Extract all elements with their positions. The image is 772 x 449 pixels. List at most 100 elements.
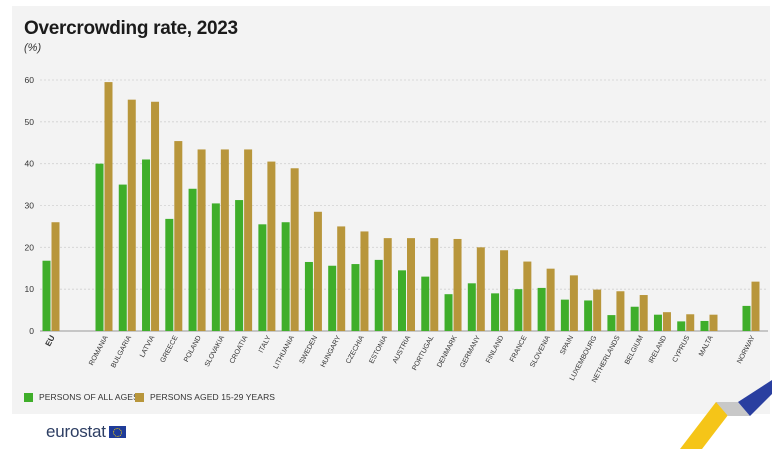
- bar-young-latvia: [151, 101, 160, 332]
- bar-all-ages-luxembourg: [584, 300, 593, 331]
- bar-all-ages-netherlands: [607, 315, 616, 331]
- bar-all-ages-sweden: [304, 261, 313, 331]
- bar-young-austria: [407, 238, 415, 331]
- legend-label-young: PERSONS AGED 15-29 YEARS: [150, 392, 276, 402]
- bar-young-france: [523, 261, 532, 331]
- x-tick-label: PORTUGAL: [411, 335, 435, 372]
- bar-all-ages-italy: [258, 224, 267, 331]
- x-tick-label: MALTA: [698, 334, 715, 357]
- unit-label: (%): [24, 42, 42, 54]
- x-tick-label: AUSTRIA: [392, 334, 413, 364]
- legend-item-young: PERSONS AGED 15-29 YEARS: [135, 392, 275, 402]
- bar-all-ages-romania: [95, 163, 104, 331]
- bar-all-ages-eu: [42, 260, 51, 331]
- eu-flag-icon: [108, 426, 126, 438]
- bar-all-ages-denmark: [444, 294, 453, 331]
- x-tick-label: CROATIA: [229, 334, 250, 365]
- bar-young-denmark: [453, 238, 462, 331]
- y-tick-label: 50: [25, 117, 35, 127]
- bars-layer: [42, 82, 760, 332]
- bar-all-ages-spain: [560, 299, 569, 331]
- bar-all-ages-lithuania: [281, 222, 290, 331]
- x-tick-label: ITALY: [258, 334, 273, 354]
- y-tick-label: 60: [25, 75, 35, 85]
- bar-all-ages-slovakia: [211, 203, 220, 331]
- bar-young-germany: [476, 247, 485, 331]
- decoration-blue-shape: [738, 380, 772, 416]
- bar-all-ages-norway: [742, 305, 751, 331]
- bar-all-ages-belgium: [630, 306, 639, 331]
- bar-young-netherlands: [616, 291, 625, 331]
- bar-young-eu: [51, 222, 60, 331]
- bar-young-italy: [267, 161, 276, 331]
- bar-all-ages-slovenia: [537, 287, 546, 331]
- bar-young-lithuania: [290, 168, 299, 331]
- x-tick-label: FRANCE: [509, 334, 529, 363]
- bar-chart: 0 10 20 30 40 50 60 EU ROMANIA BULGARIA LATVIA GREE…: [25, 75, 768, 384]
- legend-swatch-all-ages: [24, 392, 33, 402]
- bar-all-ages-bulgaria: [118, 184, 127, 331]
- x-tick-label: NORWAY: [736, 334, 757, 365]
- bar-young-bulgaria: [127, 99, 136, 331]
- x-tick-label: GREECE: [160, 334, 180, 364]
- x-tick-label: FINLAND: [485, 335, 505, 365]
- bar-all-ages-malta: [700, 320, 709, 331]
- x-tick-label: BELGIUM: [624, 335, 645, 366]
- x-tick-label: SWEDEN: [299, 335, 320, 365]
- bar-young-czechia: [360, 231, 369, 331]
- legend-swatch-young: [135, 392, 144, 402]
- legend-item-all-ages: PERSONS OF ALL AGES: [24, 392, 139, 402]
- bar-young-spain: [569, 275, 578, 331]
- legend-label-all-ages: PERSONS OF ALL AGES: [39, 392, 139, 402]
- bar-all-ages-portugal: [421, 276, 430, 331]
- x-tick-label: SLOVAKIA: [204, 334, 226, 368]
- bar-young-croatia: [244, 149, 253, 331]
- bar-all-ages-finland: [491, 293, 500, 331]
- chart-panel: [12, 6, 770, 414]
- x-tick-label: BULGARIA: [110, 334, 133, 369]
- eurostat-logo: eurostat: [46, 422, 126, 442]
- bar-all-ages-poland: [188, 188, 197, 331]
- y-tick-label: 20: [25, 242, 35, 252]
- x-tick-label: CYPRUS: [672, 334, 692, 363]
- decoration-graphic: [680, 380, 772, 449]
- decoration-grey-shape: [716, 402, 750, 416]
- x-tick-label: LITHUANIA: [273, 334, 297, 370]
- bar-young-sweden: [313, 211, 322, 331]
- x-tick-label: IRELAND: [648, 335, 668, 365]
- x-tick-label: SLOVENIA: [529, 334, 552, 368]
- y-tick-label: 0: [29, 326, 34, 336]
- bar-young-belgium: [639, 295, 648, 331]
- footer: [0, 414, 772, 449]
- x-tick-label: GERMANY: [459, 334, 482, 369]
- bar-young-slovakia: [220, 149, 229, 331]
- bar-all-ages-czechia: [351, 264, 360, 331]
- bar-all-ages-germany: [467, 283, 476, 331]
- bar-young-greece: [174, 141, 183, 331]
- x-tick-label: LATVIA: [139, 334, 156, 358]
- decoration-yellow-shape: [680, 402, 738, 449]
- bar-young-hungary: [337, 226, 346, 331]
- bar-all-ages-cyprus: [677, 321, 686, 331]
- bar-young-ireland: [662, 312, 671, 331]
- y-tick-label: 40: [25, 159, 35, 169]
- bar-all-ages-latvia: [142, 159, 151, 331]
- bar-all-ages-croatia: [235, 200, 244, 331]
- x-tick-label: EU: [44, 334, 57, 348]
- x-tick-label: HUNGARY: [320, 334, 343, 368]
- bar-young-poland: [197, 149, 206, 331]
- x-tick-label: CZECHIA: [345, 334, 366, 365]
- chart-title: Overcrowding rate, 2023: [24, 18, 238, 39]
- x-tick-label: ESTONIA: [368, 334, 389, 365]
- bar-all-ages-estonia: [374, 259, 383, 331]
- x-tick-label: ROMANIA: [88, 334, 110, 366]
- bar-all-ages-hungary: [328, 265, 337, 331]
- bar-young-estonia: [383, 238, 392, 331]
- bar-young-finland: [500, 250, 509, 331]
- bar-young-malta: [709, 314, 718, 331]
- x-tick-label: DENMARK: [436, 334, 459, 368]
- bar-young-cyprus: [686, 314, 695, 331]
- logo-text: eurostat: [46, 422, 106, 441]
- bar-young-norway: [751, 281, 760, 331]
- x-tick-label: SPAIN: [559, 335, 575, 356]
